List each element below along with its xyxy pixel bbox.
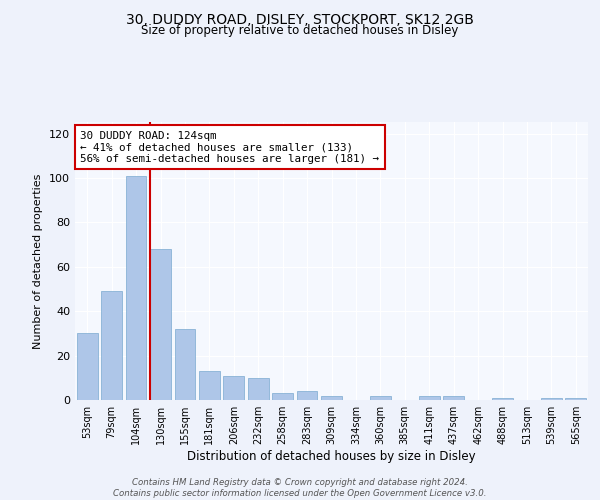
Bar (101, 291, 122, 400)
Bar (565, 398, 586, 400)
Bar (370, 396, 391, 400)
Bar (419, 396, 440, 400)
Bar (321, 396, 342, 400)
X-axis label: Distribution of detached houses by size in Disley: Distribution of detached houses by size … (187, 450, 476, 463)
Text: 30, DUDDY ROAD, DISLEY, STOCKPORT, SK12 2GB: 30, DUDDY ROAD, DISLEY, STOCKPORT, SK12 … (126, 12, 474, 26)
Bar (296, 391, 317, 400)
Bar (492, 398, 513, 400)
Bar (223, 376, 244, 400)
Y-axis label: Number of detached properties: Number of detached properties (34, 174, 43, 349)
Bar (150, 249, 171, 400)
Bar (248, 378, 269, 400)
Bar (272, 394, 293, 400)
Bar (77, 334, 98, 400)
Text: Size of property relative to detached houses in Disley: Size of property relative to detached ho… (142, 24, 458, 37)
Bar (443, 396, 464, 400)
Bar (199, 371, 220, 400)
Bar (125, 176, 146, 400)
Bar (175, 329, 196, 400)
Text: Contains HM Land Registry data © Crown copyright and database right 2024.
Contai: Contains HM Land Registry data © Crown c… (113, 478, 487, 498)
Text: 30 DUDDY ROAD: 124sqm
← 41% of detached houses are smaller (133)
56% of semi-det: 30 DUDDY ROAD: 124sqm ← 41% of detached … (80, 131, 379, 164)
Bar (541, 398, 562, 400)
